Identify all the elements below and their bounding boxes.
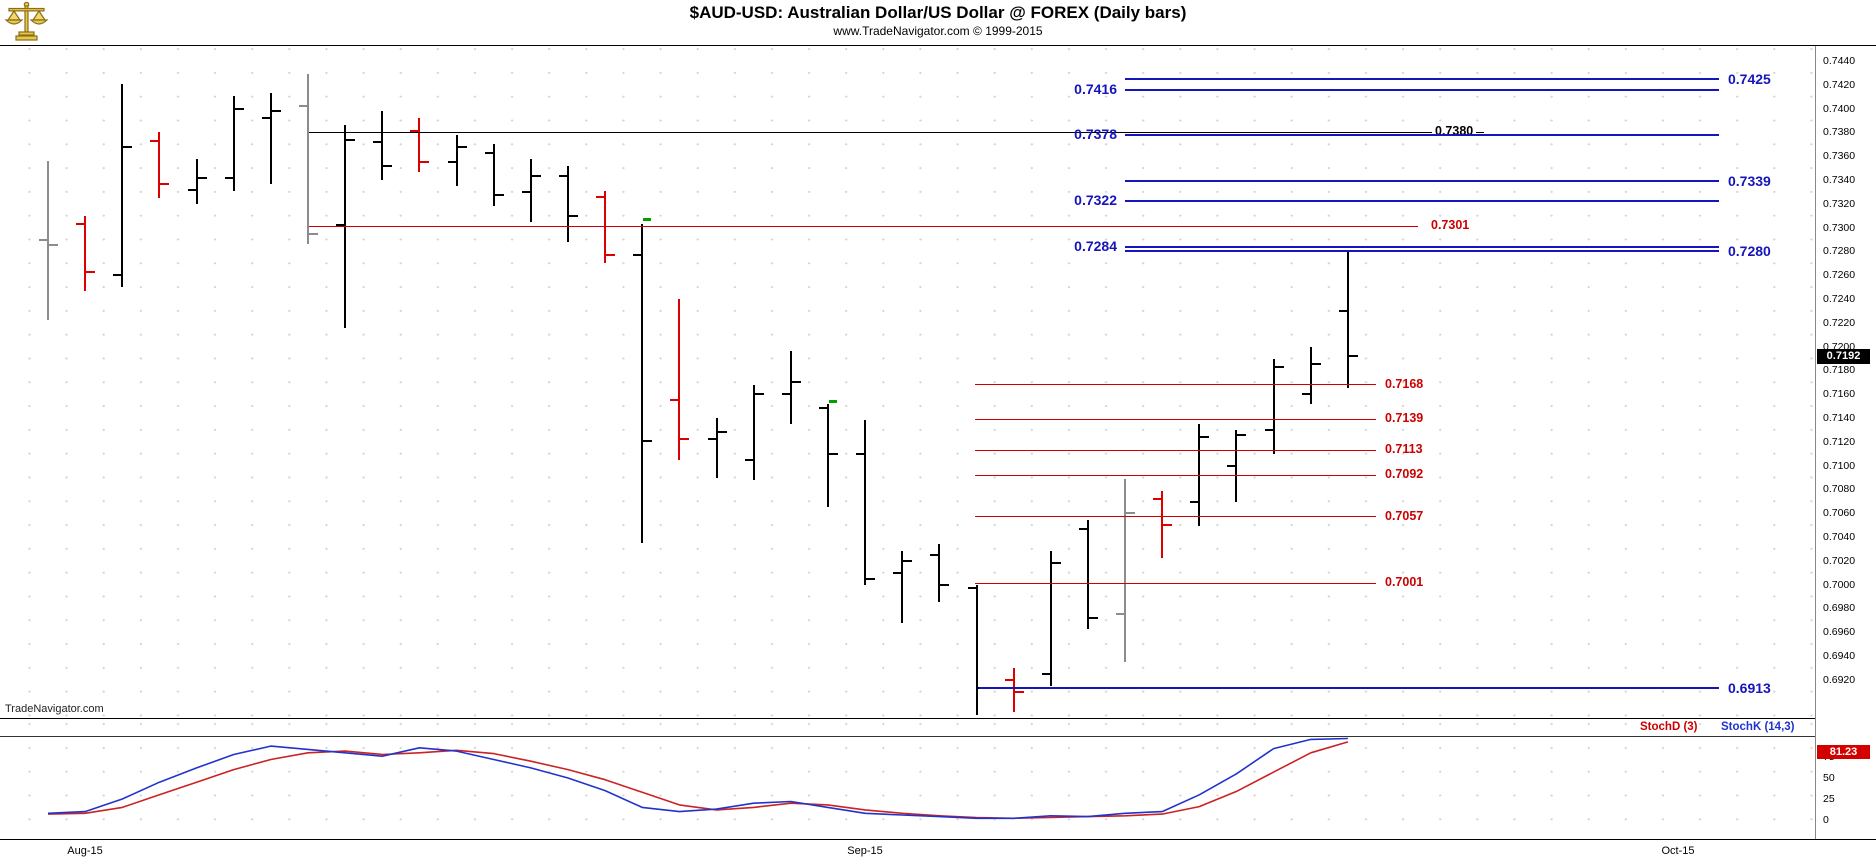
last-price-badge: 0.7192	[1817, 348, 1870, 364]
price-panel-bottom-line	[0, 718, 1876, 719]
price-axis[interactable]	[1815, 46, 1876, 839]
date-axis[interactable]	[0, 840, 1876, 863]
header-divider	[0, 45, 1876, 46]
stochk-line	[47, 737, 1348, 820]
stochastic-panel[interactable]	[0, 719, 1815, 839]
stoch-value-badge: 81.23	[1817, 744, 1870, 759]
stochd-line	[47, 741, 1349, 820]
stoch-bottom-line	[0, 839, 1876, 840]
chart-title: $AUD-USD: Australian Dollar/US Dollar @ …	[689, 3, 1187, 22]
stochk-legend[interactable]: StochK (14,3)	[1721, 721, 1795, 733]
trade-navigator-logo-icon[interactable]	[4, 1, 50, 43]
chart-subtitle: www.TradeNavigator.com © 1999-2015	[833, 24, 1043, 38]
watermark: TradeNavigator.com	[5, 703, 104, 715]
price-chart-area[interactable]	[0, 46, 1815, 718]
stochd-legend[interactable]: StochD (3)	[1640, 721, 1698, 733]
stochastic-plot	[47, 737, 1349, 820]
